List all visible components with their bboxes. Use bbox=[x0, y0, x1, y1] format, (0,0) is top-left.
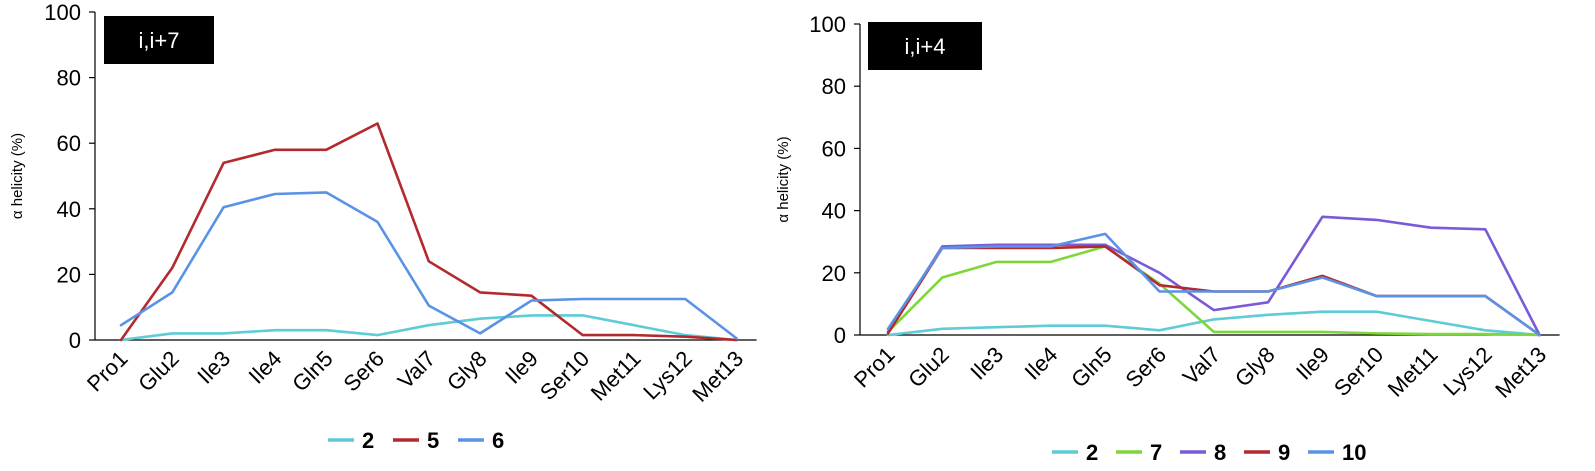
x-tick-label: Lys12 bbox=[1438, 342, 1497, 401]
x-tick-label: Ile9 bbox=[1291, 342, 1334, 385]
y-axis-label: α helicity (%) bbox=[9, 133, 26, 219]
x-tick-label: Met11 bbox=[586, 346, 646, 406]
x-tick-label: Gln5 bbox=[1066, 342, 1117, 393]
x-tick-label: Pro1 bbox=[849, 342, 900, 393]
legend-label-2: 2 bbox=[362, 428, 374, 453]
y-tick-label: 100 bbox=[44, 0, 81, 25]
x-tick-label: Ile9 bbox=[500, 346, 543, 389]
y-tick-label: 80 bbox=[57, 66, 81, 91]
x-tick-label: Pro1 bbox=[82, 346, 133, 397]
x-tick-label: Val7 bbox=[393, 346, 441, 394]
y-tick-label: 60 bbox=[822, 136, 846, 161]
legend-label-9: 9 bbox=[1278, 440, 1290, 465]
x-tick-label: Val7 bbox=[1178, 342, 1226, 390]
x-tick-label: Ile3 bbox=[965, 342, 1008, 385]
x-tick-label: Gly8 bbox=[1230, 342, 1280, 392]
x-tick-label: Lys12 bbox=[638, 346, 697, 405]
x-tick-label: Glu2 bbox=[903, 342, 954, 393]
y-tick-label: 40 bbox=[822, 199, 846, 224]
legend-label-8: 8 bbox=[1214, 440, 1226, 465]
series-line-7 bbox=[886, 245, 1541, 337]
y-axis-label: α helicity (%) bbox=[775, 136, 792, 222]
x-tick-label: Met11 bbox=[1383, 342, 1443, 402]
y-tick-label: 80 bbox=[822, 74, 846, 99]
series-line-6 bbox=[119, 191, 738, 340]
annotation-label: i,i+7 bbox=[139, 28, 180, 53]
y-tick-label: 60 bbox=[57, 131, 81, 156]
x-tick-label: Ser10 bbox=[535, 346, 594, 405]
legend-label-10: 10 bbox=[1342, 440, 1366, 465]
annotation-box bbox=[868, 22, 982, 70]
annotation-box bbox=[104, 16, 214, 64]
legend-label-2: 2 bbox=[1086, 440, 1098, 465]
y-tick-label: 20 bbox=[57, 262, 81, 287]
x-tick-label: Gln5 bbox=[287, 346, 338, 397]
series-line-2 bbox=[119, 314, 738, 342]
x-tick-label: Ile3 bbox=[192, 346, 235, 389]
legend-label-5: 5 bbox=[427, 428, 439, 453]
x-tick-label: Glu2 bbox=[133, 346, 184, 397]
x-tick-label: Met13 bbox=[1490, 342, 1551, 403]
series-line-8 bbox=[886, 215, 1541, 337]
y-tick-label: 0 bbox=[69, 328, 81, 353]
legend-label-6: 6 bbox=[492, 428, 504, 453]
x-tick-label: Ile4 bbox=[244, 346, 287, 389]
y-tick-label: 20 bbox=[822, 261, 846, 286]
y-tick-label: 40 bbox=[57, 197, 81, 222]
y-tick-label: 100 bbox=[809, 12, 846, 37]
series-line-10 bbox=[886, 232, 1541, 337]
x-tick-label: Ser6 bbox=[1120, 342, 1171, 393]
x-tick-label: Ile4 bbox=[1020, 342, 1063, 385]
series-line-2 bbox=[886, 310, 1541, 337]
x-tick-label: Ser6 bbox=[338, 346, 389, 397]
series-line-5 bbox=[119, 122, 738, 342]
x-tick-label: Met13 bbox=[687, 346, 748, 407]
y-tick-label: 0 bbox=[834, 323, 846, 348]
x-tick-label: Gly8 bbox=[442, 346, 492, 396]
x-tick-label: Ser10 bbox=[1329, 342, 1388, 401]
annotation-label: i,i+4 bbox=[905, 34, 946, 59]
chart-panel-i-i-4: 0 20 40 60 80 100 α helicity (%) Pro1 Glu2 Ile3 Il… bbox=[775, 12, 1560, 465]
legend-label-7: 7 bbox=[1150, 440, 1162, 465]
